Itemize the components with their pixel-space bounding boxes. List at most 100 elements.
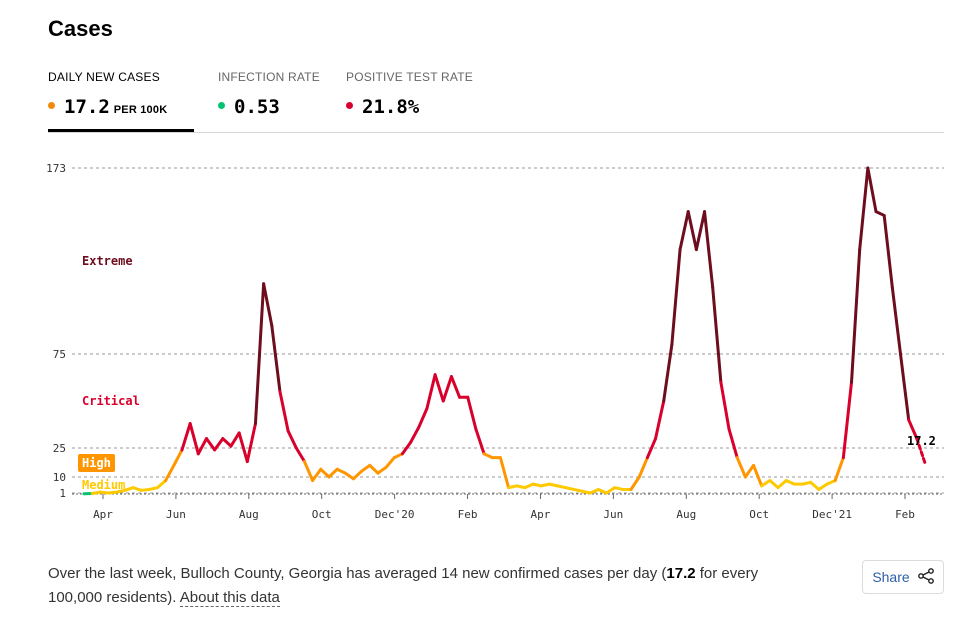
x-tick-label: Feb	[895, 508, 915, 521]
series-segment	[743, 463, 756, 479]
series-segment	[245, 422, 257, 464]
tab-value: 17.2	[64, 96, 110, 118]
series-segment	[719, 380, 731, 431]
series-segment	[768, 479, 780, 490]
tab-label: DAILY NEW CASES	[48, 70, 160, 84]
series-segment	[164, 463, 176, 483]
series-segment	[605, 486, 617, 495]
series-segment	[498, 456, 511, 490]
level-badge-high	[78, 454, 115, 472]
series-segment	[882, 213, 894, 290]
x-tick-label: Apr	[93, 508, 113, 521]
series-segment	[735, 456, 747, 479]
x-tick-label: Aug	[239, 508, 259, 521]
series-segment	[392, 452, 404, 460]
cases-chart: 1 10 25 75 173 Extreme Critical High Medium 17.2 A…	[46, 162, 944, 521]
series-segment	[204, 437, 217, 452]
series-segment	[899, 352, 911, 422]
series-segment	[841, 380, 854, 460]
metric-tabs: DAILY NEW CASES 17.2 PER 100K INFECTION R…	[48, 70, 944, 133]
series-segment	[629, 475, 641, 491]
summary-part: for every 100,000 residents).	[48, 565, 759, 606]
series-segment	[441, 375, 453, 403]
series-segment	[237, 431, 249, 464]
level-label-extreme: Extreme	[82, 254, 133, 268]
series-segment	[727, 427, 739, 460]
tab-value: 0.53	[234, 96, 280, 118]
series-segment	[335, 467, 347, 475]
tab-value: 21.8%	[362, 96, 420, 118]
series-segment	[850, 248, 862, 384]
series-segment	[360, 463, 372, 473]
series-segment	[433, 373, 445, 403]
series-segment	[180, 422, 192, 452]
series-segment	[874, 210, 886, 217]
series-segment	[645, 437, 658, 460]
level-label-medium: Medium	[82, 478, 125, 492]
summary-text: Over the last week, Bulloch County, Geor…	[48, 562, 808, 610]
series-segment	[833, 456, 845, 483]
series-segment	[890, 286, 903, 356]
series-segment	[213, 437, 225, 452]
summary-value: 17.2	[666, 565, 696, 582]
share-icon	[917, 567, 934, 587]
y-tick-label: 75	[53, 348, 66, 361]
series-segment	[809, 480, 821, 491]
series-segment	[409, 425, 421, 444]
series-segment	[400, 440, 413, 456]
series-segment	[384, 456, 396, 469]
series-segment	[229, 431, 241, 448]
y-tick-label: 25	[53, 442, 66, 455]
level-label-critical: Critical	[82, 394, 140, 408]
x-tick-label: Jun	[603, 508, 623, 521]
series-segment	[196, 437, 208, 456]
series-segment	[866, 166, 878, 214]
tab-label: POSITIVE TEST RATE	[346, 70, 473, 84]
series-segment	[425, 373, 437, 411]
series-segment	[188, 422, 200, 456]
series-segment	[351, 469, 364, 481]
series-segment	[760, 479, 772, 488]
series-segment	[694, 210, 707, 252]
series-segment	[449, 375, 462, 399]
series-segment	[662, 343, 674, 403]
current-value-label: 17.2	[907, 434, 936, 448]
series-segment	[776, 479, 788, 490]
series-segment	[311, 467, 323, 483]
series-segment	[343, 471, 355, 481]
series-segment	[302, 460, 315, 483]
y-tick-label: 1	[59, 487, 66, 500]
series-segment	[466, 395, 478, 431]
series-segment	[678, 210, 690, 252]
series-segment	[474, 427, 486, 456]
about-data-link[interactable]: About this data	[179, 589, 280, 607]
tab-infection-rate[interactable]: INFECTION RATE 0.53	[218, 70, 328, 132]
series-segment	[262, 282, 274, 328]
series-segment	[654, 399, 666, 441]
series-segment	[907, 418, 919, 441]
series-segment	[270, 324, 282, 394]
tab-unit: PER 100K	[113, 104, 168, 116]
share-button[interactable]: Share	[862, 560, 944, 594]
series-segment	[376, 465, 388, 475]
series-segment	[327, 467, 339, 479]
x-tick-label: Feb	[458, 508, 478, 521]
y-tick-label: 173	[46, 162, 66, 175]
x-tick-label: Aug	[676, 508, 696, 521]
tab-daily-new-cases[interactable]: DAILY NEW CASES 17.2 PER 100K	[48, 70, 194, 132]
series-segment	[482, 452, 494, 460]
series-segment	[294, 446, 306, 464]
series-segment	[817, 482, 829, 491]
dot-icon	[346, 102, 353, 109]
series-segment	[686, 210, 698, 252]
dot-icon	[218, 102, 225, 109]
x-tick-label: Jun	[166, 508, 186, 521]
series-segment	[637, 456, 649, 479]
tab-positive-test-rate[interactable]: POSITIVE TEST RATE 21.8%	[346, 70, 476, 132]
summary-part: Over the last week, Bulloch County, Geor…	[48, 565, 667, 582]
dot-icon	[48, 102, 55, 109]
series-segment	[319, 467, 331, 479]
series-segment	[915, 437, 927, 465]
x-tick-label: Oct	[312, 508, 332, 521]
series-segment	[155, 479, 168, 490]
